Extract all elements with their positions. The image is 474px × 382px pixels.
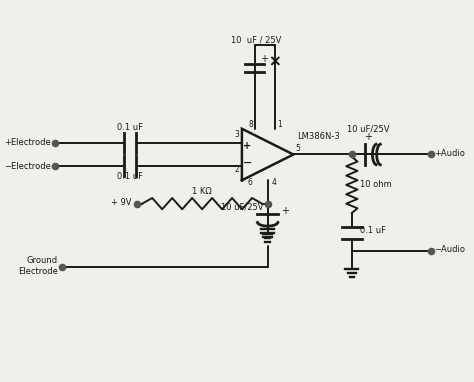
Text: 10 uF/25V: 10 uF/25V (221, 203, 264, 212)
Text: 4: 4 (272, 178, 277, 187)
Text: 2: 2 (234, 165, 239, 174)
Text: 8: 8 (248, 120, 253, 129)
Text: LM386N-3: LM386N-3 (297, 132, 340, 141)
Text: 1 KΩ: 1 KΩ (192, 187, 212, 196)
Text: +Electrode: +Electrode (4, 138, 51, 147)
Text: 10 uF/25V: 10 uF/25V (347, 124, 390, 133)
Text: −: − (243, 158, 252, 168)
Text: 3: 3 (234, 130, 239, 139)
Text: +: + (244, 141, 252, 151)
Text: +: + (281, 206, 289, 216)
Text: −Electrode: −Electrode (4, 162, 51, 171)
Text: 6: 6 (247, 178, 253, 187)
Text: +: + (260, 54, 268, 64)
Text: 10 ohm: 10 ohm (360, 180, 392, 189)
Text: 10  uF / 25V: 10 uF / 25V (231, 35, 282, 44)
Text: −Audio: −Audio (434, 246, 465, 254)
Text: 1: 1 (277, 120, 282, 129)
Text: + 9V: + 9V (111, 198, 132, 207)
Text: Ground
Electrode: Ground Electrode (18, 256, 58, 275)
Text: +: + (364, 133, 372, 142)
Text: +Audio: +Audio (434, 149, 465, 158)
Text: 5: 5 (295, 144, 300, 153)
Text: 0.1 uF: 0.1 uF (117, 172, 143, 181)
Text: 0.1 uF: 0.1 uF (360, 226, 386, 235)
Text: 0.1 uF: 0.1 uF (117, 123, 143, 132)
